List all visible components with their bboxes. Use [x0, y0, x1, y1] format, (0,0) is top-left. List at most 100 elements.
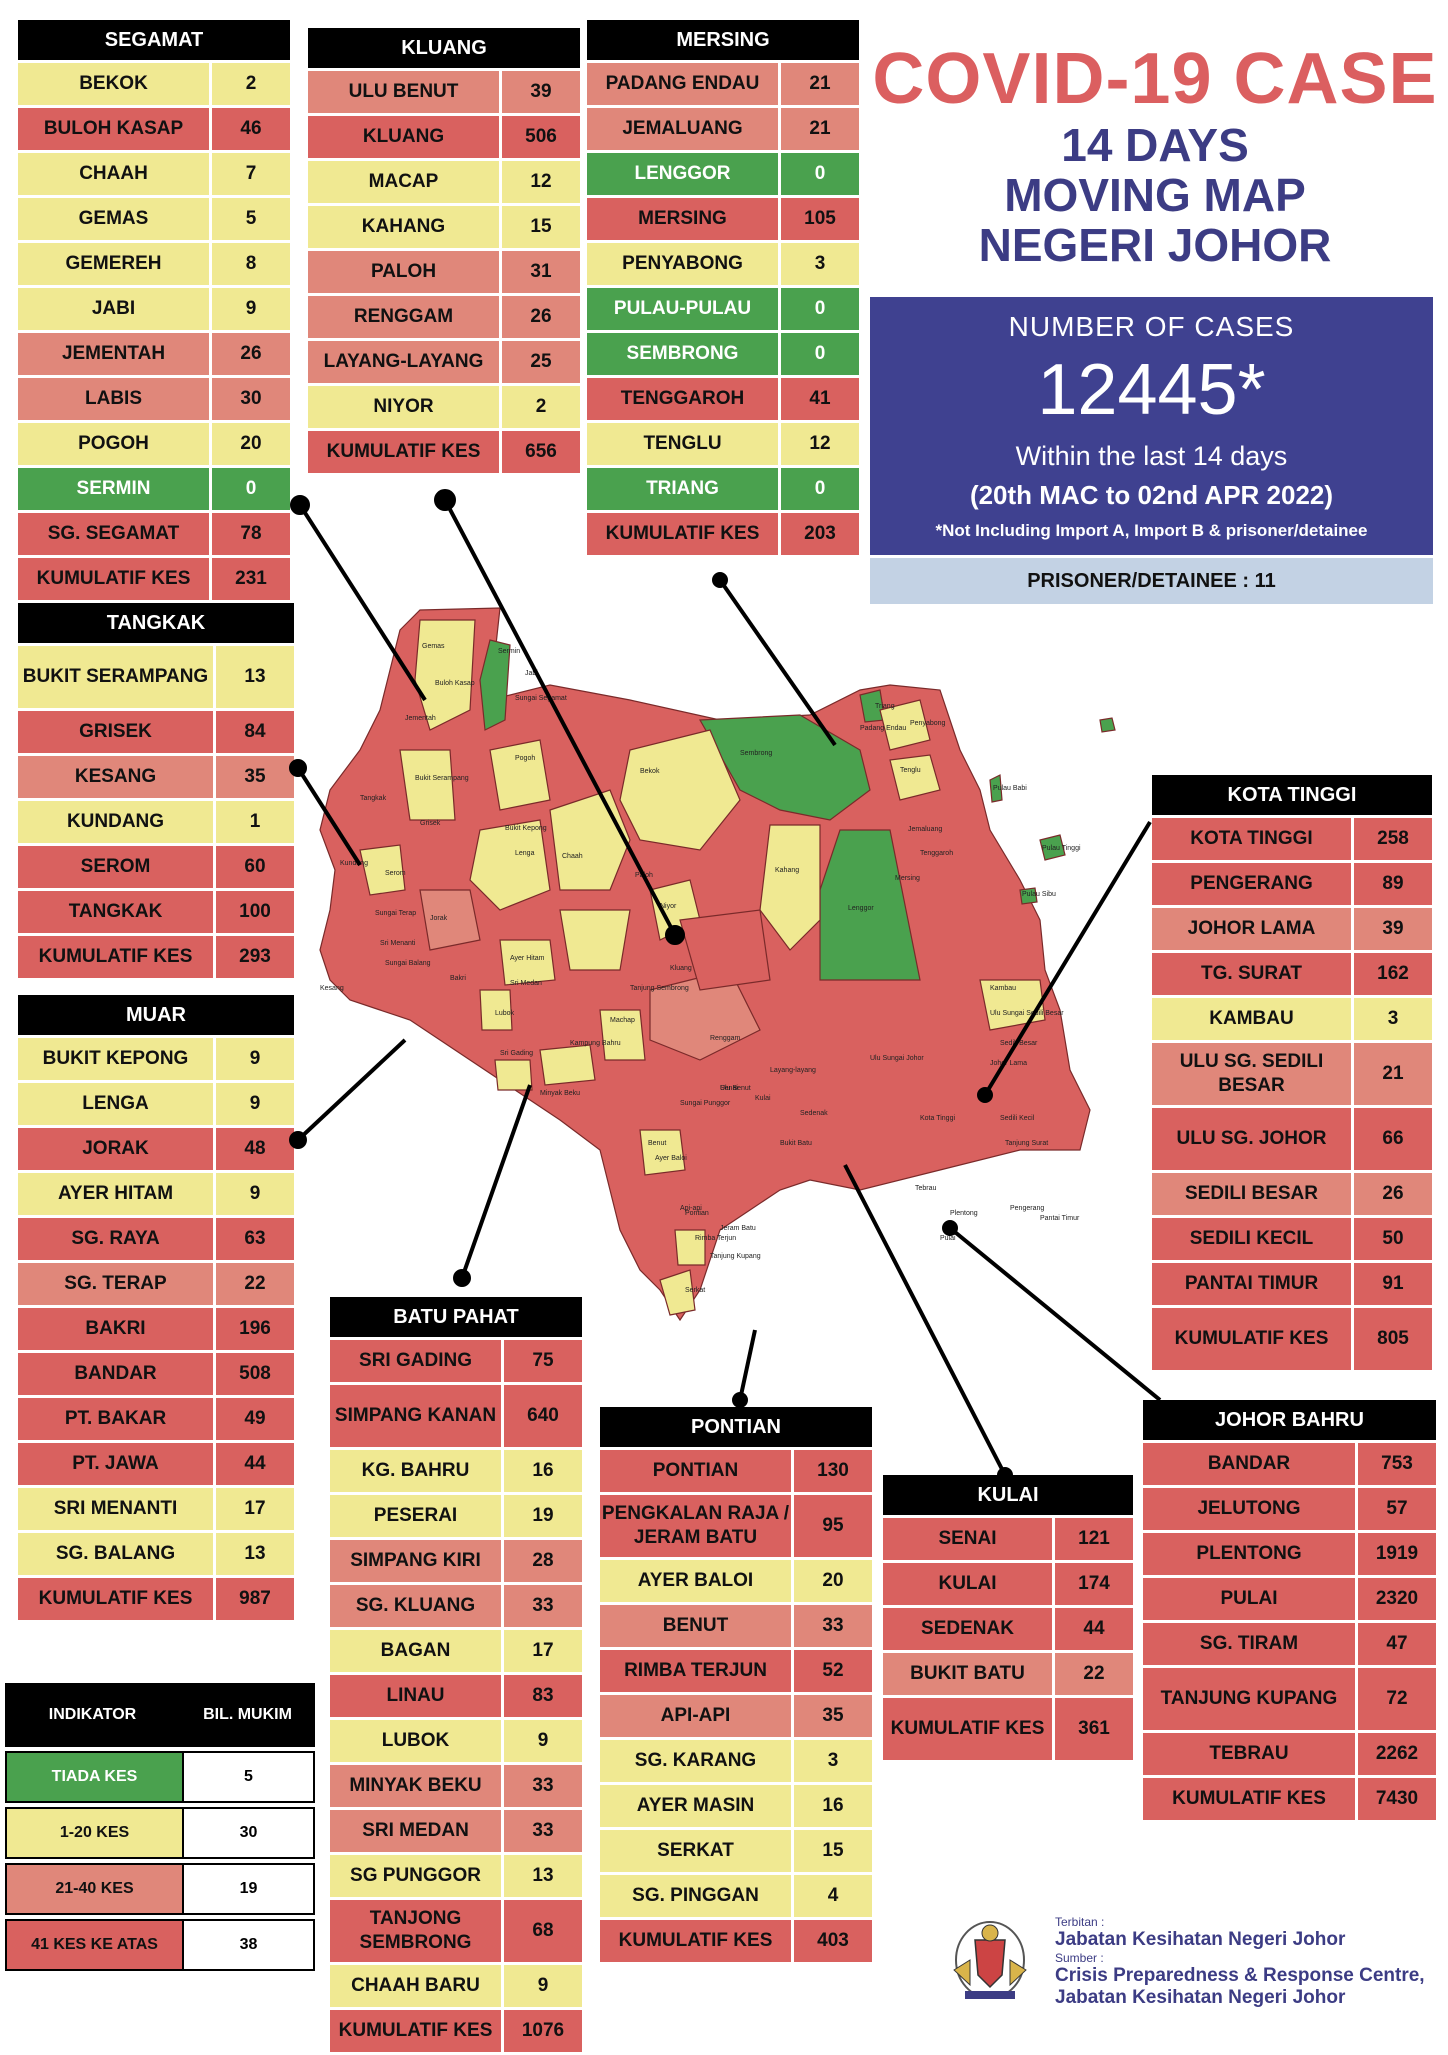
- map-region-peserai: [494, 1059, 533, 1091]
- mukim-name: TRIANG: [587, 468, 778, 510]
- map-label: Pulau Tinggi: [1042, 845, 1081, 852]
- mukim-cases: 2: [212, 63, 290, 105]
- table-row: SERKAT 15: [600, 1830, 872, 1872]
- mukim-cases: 0: [212, 468, 290, 510]
- map-label: Sedenak: [800, 1110, 828, 1117]
- mukim-name: JELUTONG: [1143, 1488, 1355, 1530]
- table-row: SEDENAK 44: [883, 1608, 1133, 1650]
- table-tangkak: TANGKAK BUKIT SERAMPANG 13 GRISEK 84 KESANG 35…: [18, 603, 294, 981]
- map-label: Kambau: [990, 985, 1016, 992]
- map-label: Grisek: [420, 820, 441, 827]
- table-row: PALOH 31: [308, 251, 580, 293]
- mukim-cases: 3: [794, 1740, 872, 1782]
- map-label: Tenglu: [900, 767, 921, 774]
- kulai-header: KULAI: [883, 1475, 1133, 1515]
- mukim-name: SENAI: [883, 1518, 1052, 1560]
- mukim-cases: 52: [794, 1650, 872, 1692]
- pontian-header: PONTIAN: [600, 1407, 872, 1447]
- table-row: SIMPANG KIRI 28: [330, 1540, 582, 1582]
- mukim-name: SEDENAK: [883, 1608, 1052, 1650]
- map-region-pogoh: [489, 739, 551, 811]
- mukim-name: BUKIT KEPONG: [18, 1038, 213, 1080]
- legend-header: INDIKATOR BIL. MUKIM: [5, 1683, 315, 1747]
- table-row: ULU SG. JOHOR 66: [1152, 1108, 1432, 1170]
- mukim-cases: 39: [502, 71, 580, 113]
- mukim-name: RENGGAM: [308, 296, 499, 338]
- mukim-name: PENYABONG: [587, 243, 778, 285]
- table-row: PANTAI TIMUR 91: [1152, 1263, 1432, 1305]
- map-label: Niyor: [660, 903, 677, 910]
- mukim-name: GEMAS: [18, 198, 209, 240]
- map-label: Sermin: [498, 648, 520, 655]
- mukim-cases: 361: [1055, 1698, 1133, 1760]
- map-label: Layang-layang: [770, 1067, 816, 1074]
- map-label: Renggam: [710, 1035, 741, 1042]
- map-label: Sedili Kecil: [1000, 1115, 1035, 1122]
- table-johorbahru: JOHOR BAHRU BANDAR 753 JELUTONG 57 PLENTONG 19…: [1143, 1400, 1436, 1823]
- mukim-name: PULAI: [1143, 1578, 1355, 1620]
- mukim-cases: 26: [1354, 1173, 1432, 1215]
- mukim-cases: 1076: [504, 2010, 582, 2052]
- mukim-cases: 9: [212, 288, 290, 330]
- map-label: Kahang: [775, 867, 799, 874]
- legend-rows: TIADA KES 5 1-20 KES 30 21-40 KES 19 41 KES KE…: [5, 1751, 315, 1971]
- mukim-cases: 39: [1354, 908, 1432, 950]
- mukim-cases: 9: [216, 1083, 294, 1125]
- map-region-kgbahru: [539, 1044, 596, 1086]
- mukim-cases: 33: [504, 1810, 582, 1852]
- map-label: Kesang: [320, 985, 344, 992]
- map-label: Pantai Timur: [1040, 1215, 1080, 1222]
- mukim-name: SEROM: [18, 846, 213, 888]
- table-kulai: KULAI SENAI 121 KULAI 174 SEDENAK 44 BUKIT BATU…: [883, 1475, 1133, 1763]
- mukim-name: KUMULATIF KES: [18, 1578, 213, 1620]
- table-row: JOHOR LAMA 39: [1152, 908, 1432, 950]
- table-row: AYER HITAM 9: [18, 1173, 294, 1215]
- mukim-cases: 21: [781, 63, 859, 105]
- mukim-name: PLENTONG: [1143, 1533, 1355, 1575]
- mukim-name: KUMULATIF KES: [330, 2010, 501, 2052]
- mukim-cases: 46: [212, 108, 290, 150]
- mukim-name: LUBOK: [330, 1720, 501, 1762]
- table-row: SENAI 121: [883, 1518, 1133, 1560]
- table-row: SG. TIRAM 47: [1143, 1623, 1436, 1665]
- mukim-cases: 16: [794, 1785, 872, 1827]
- map-label: Triang: [875, 703, 895, 710]
- mukim-cases: 508: [216, 1353, 294, 1395]
- table-row: SIMPANG KANAN 640: [330, 1385, 582, 1447]
- mukim-name: PALOH: [308, 251, 499, 293]
- table-row: KESANG 35: [18, 756, 294, 798]
- mukim-name: BAKRI: [18, 1308, 213, 1350]
- mukim-name: ULU BENUT: [308, 71, 499, 113]
- mukim-cases: 44: [1055, 1608, 1133, 1650]
- mukim-name: SG. KARANG: [600, 1740, 791, 1782]
- mukim-cases: 506: [502, 116, 580, 158]
- cases-total: 12445*: [1037, 350, 1266, 430]
- mukim-cases: 83: [504, 1675, 582, 1717]
- map-label: Kulai: [755, 1095, 771, 1102]
- mukim-cases: 30: [212, 378, 290, 420]
- mukim-cases: 9: [216, 1038, 294, 1080]
- legend-label: 41 KES KE ATAS: [7, 1921, 182, 1969]
- mukim-name: MERSING: [587, 198, 778, 240]
- map-region-tenglu: [889, 754, 941, 801]
- map-label: Jemaluang: [908, 826, 942, 833]
- mukim-cases: 48: [216, 1128, 294, 1170]
- batupahat-header: BATU PAHAT: [330, 1297, 582, 1337]
- mukim-cases: 21: [781, 108, 859, 150]
- map-label: Tebrau: [915, 1185, 937, 1192]
- table-kotatinggi: KOTA TINGGI KOTA TINGGI 258 PENGERANG 89 JOHO…: [1152, 775, 1432, 1373]
- mukim-cases: 196: [216, 1308, 294, 1350]
- map-label: Padang Endau: [860, 725, 906, 732]
- legend-count: 19: [182, 1865, 313, 1913]
- map-label: Pengerang: [1010, 1205, 1044, 1212]
- mukim-cases: 13: [216, 646, 294, 708]
- map-region-serkat: [659, 1269, 696, 1316]
- mukim-name: BANDAR: [18, 1353, 213, 1395]
- table-muar: MUAR BUKIT KEPONG 9 LENGA 9 JORAK 48 AYER HITAM…: [18, 995, 294, 1623]
- mukim-cases: 9: [504, 1965, 582, 2007]
- legend-col-indikator: INDIKATOR: [48, 1706, 137, 1723]
- map-label: Chaah: [562, 853, 583, 860]
- mukim-cases: 28: [504, 1540, 582, 1582]
- mukim-name: KAMBAU: [1152, 998, 1351, 1040]
- sumber-label: Sumber :: [1055, 1951, 1104, 1965]
